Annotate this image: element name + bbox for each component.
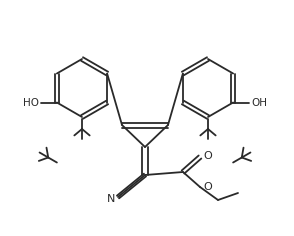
Text: O: O bbox=[204, 182, 212, 192]
Text: O: O bbox=[204, 151, 212, 161]
Text: OH: OH bbox=[251, 97, 267, 108]
Text: HO: HO bbox=[23, 97, 39, 108]
Text: N: N bbox=[107, 194, 115, 204]
